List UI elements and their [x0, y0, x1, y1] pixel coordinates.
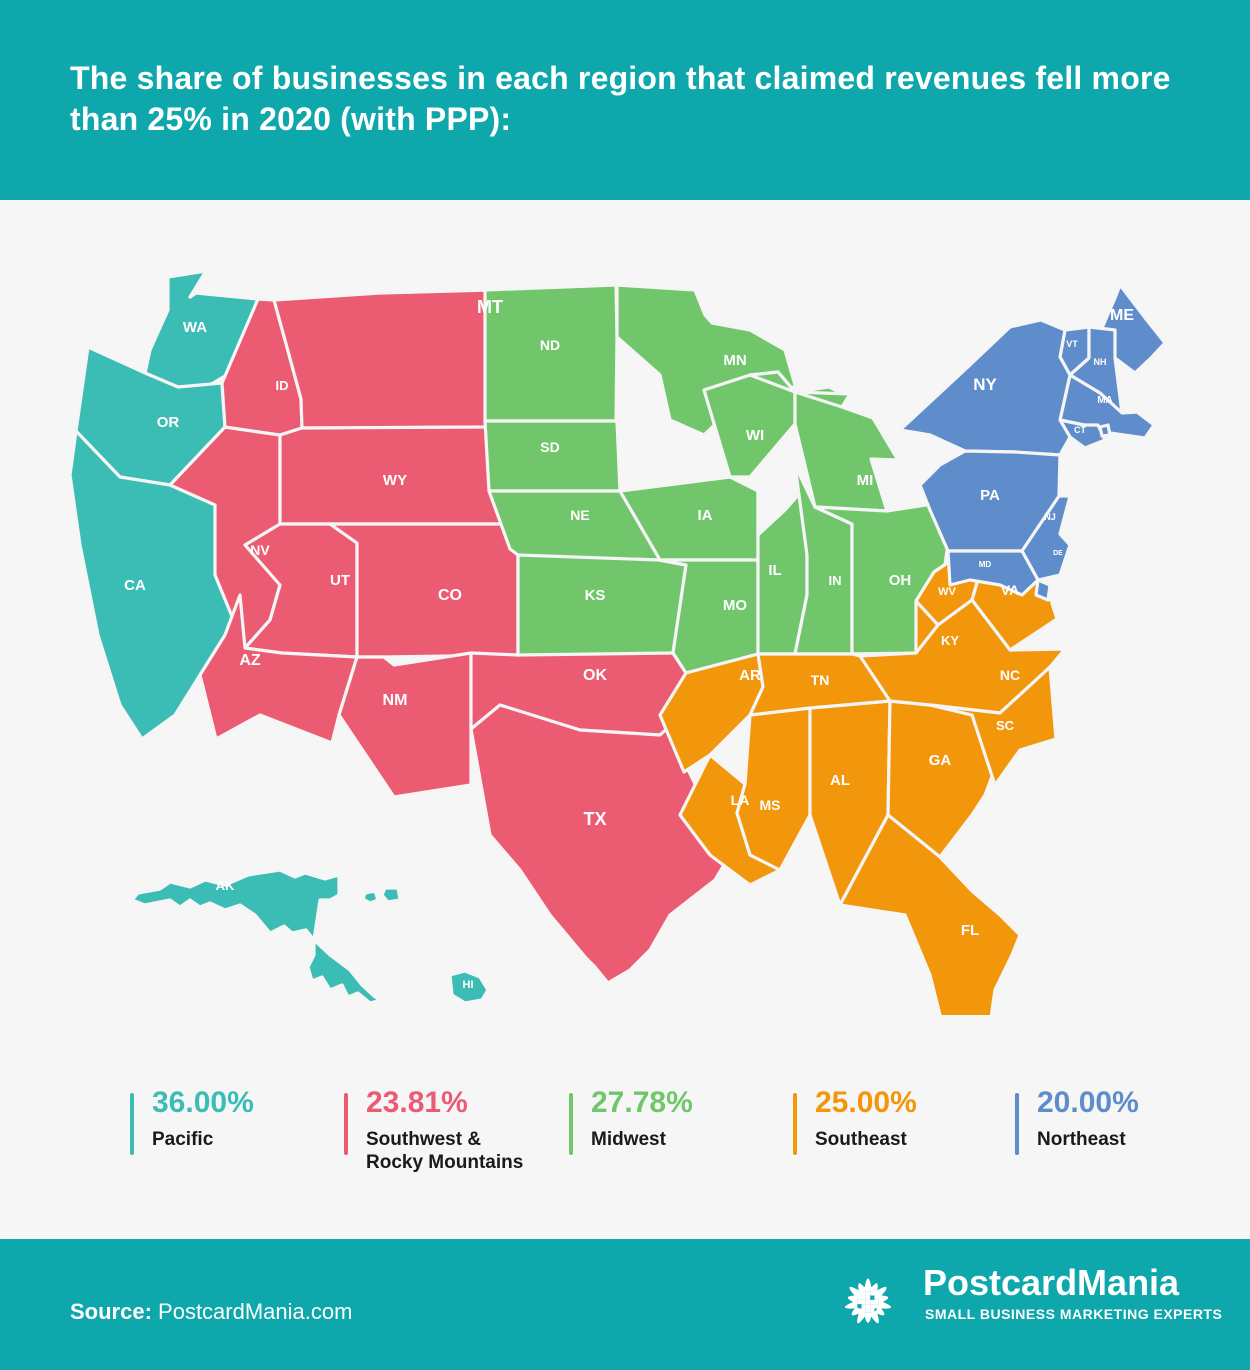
svg-text:WI: WI — [746, 427, 764, 444]
svg-text:IL: IL — [768, 562, 781, 579]
svg-text:GA: GA — [929, 752, 952, 769]
svg-text:OH: OH — [889, 572, 912, 589]
svg-text:OK: OK — [583, 667, 607, 684]
svg-text:NC: NC — [1000, 667, 1020, 683]
svg-text:ID: ID — [276, 378, 289, 393]
svg-text:PA: PA — [980, 487, 1000, 504]
svg-text:MN: MN — [723, 352, 746, 369]
svg-text:SC: SC — [996, 718, 1015, 733]
svg-text:CO: CO — [438, 587, 462, 604]
svg-text:MA: MA — [1097, 395, 1113, 406]
svg-text:MO: MO — [723, 597, 747, 614]
svg-text:HI: HI — [463, 979, 474, 991]
svg-text:WV: WV — [938, 586, 956, 598]
svg-text:FL: FL — [961, 922, 979, 939]
svg-text:NY: NY — [973, 375, 997, 394]
svg-text:CA: CA — [124, 577, 146, 594]
svg-text:IN: IN — [829, 573, 842, 588]
svg-text:NM: NM — [383, 692, 408, 709]
svg-text:MD: MD — [979, 560, 992, 569]
svg-text:VA: VA — [1001, 582, 1019, 598]
svg-text:TN: TN — [811, 672, 830, 688]
svg-text:NV: NV — [250, 542, 270, 558]
svg-text:IA: IA — [698, 507, 713, 524]
svg-text:NE: NE — [570, 507, 589, 523]
svg-text:WA: WA — [183, 319, 207, 336]
svg-text:SD: SD — [540, 439, 559, 455]
svg-text:MT: MT — [477, 297, 503, 317]
svg-text:UT: UT — [330, 572, 350, 589]
svg-text:OR: OR — [157, 414, 180, 431]
svg-text:KY: KY — [941, 633, 959, 648]
svg-text:MI: MI — [857, 472, 874, 489]
svg-text:TX: TX — [583, 809, 606, 829]
svg-text:AR: AR — [739, 667, 761, 684]
svg-text:NH: NH — [1094, 357, 1107, 367]
svg-text:LA: LA — [731, 792, 750, 808]
svg-text:MS: MS — [760, 797, 781, 813]
svg-text:AK: AK — [216, 878, 235, 893]
svg-text:ME: ME — [1110, 307, 1134, 324]
svg-text:AZ: AZ — [239, 652, 261, 669]
svg-text:ND: ND — [540, 337, 560, 353]
svg-text:CT: CT — [1074, 425, 1086, 435]
svg-text:NJ: NJ — [1044, 512, 1056, 522]
svg-text:AL: AL — [830, 772, 850, 789]
svg-text:VT: VT — [1066, 339, 1078, 349]
svg-text:DE: DE — [1053, 550, 1063, 557]
svg-text:WY: WY — [383, 472, 407, 489]
svg-text:KS: KS — [585, 587, 606, 604]
